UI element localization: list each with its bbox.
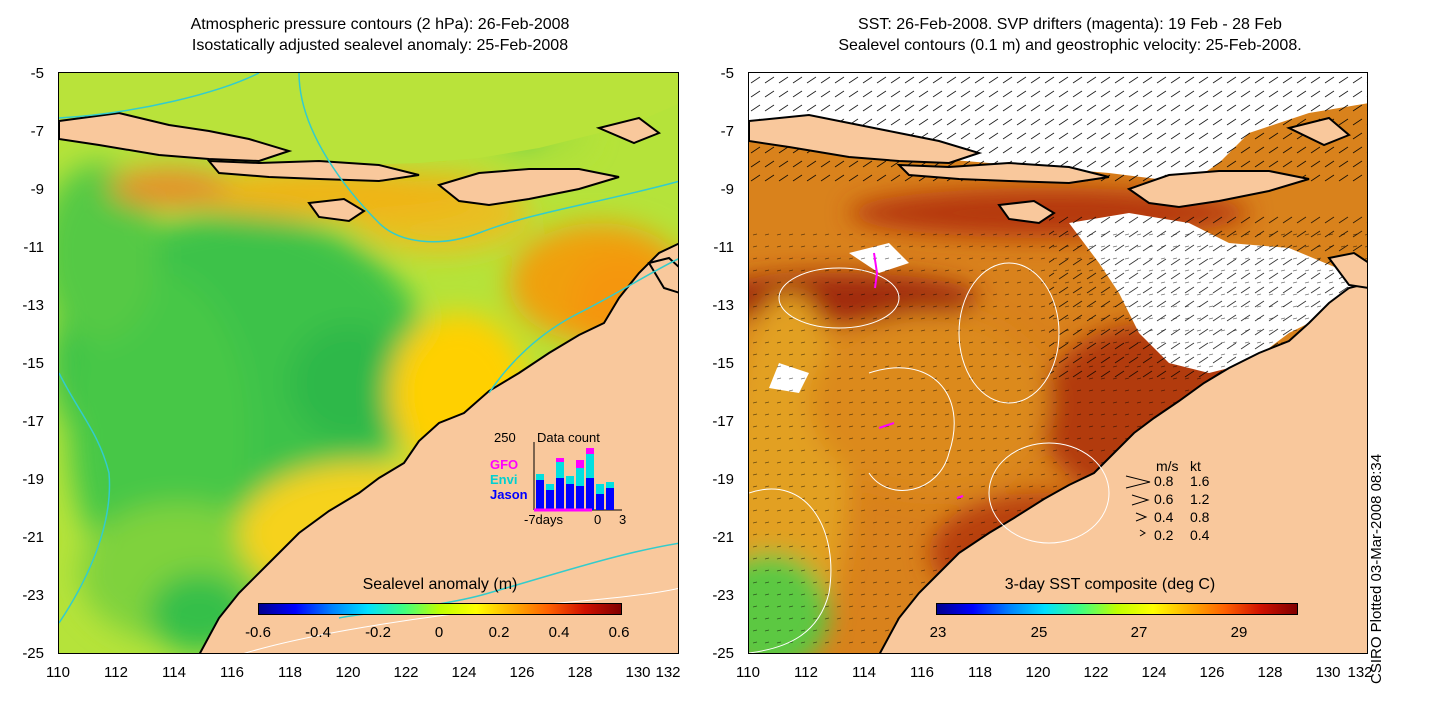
sst-map-svg <box>749 73 1367 653</box>
right-xtick: 120 <box>1025 664 1051 681</box>
sst-colorbar-label: 27 <box>1130 624 1148 641</box>
velocity-legend-ms: 0.4 <box>1154 509 1174 525</box>
right-ytick: -17 <box>712 413 734 430</box>
sst-colorbar-label: 23 <box>929 624 947 641</box>
right-ytick: -11 <box>713 239 734 256</box>
inset-xlabel-zero: 0 <box>594 512 602 527</box>
sealevel-anomaly-map <box>58 72 679 654</box>
left-title-line2: Isostatically adjusted sealevel anomaly:… <box>191 37 569 54</box>
right-xtick: 126 <box>1199 664 1225 681</box>
left-ytick: -15 <box>22 355 44 372</box>
mission-jason: Jason <box>490 487 528 502</box>
right-panel-title: SST: 26-Feb-2008. SVP drifters (magenta)… <box>720 14 1420 56</box>
left-ytick: -17 <box>22 413 44 430</box>
velocity-legend-kt: 0.8 <box>1190 509 1210 525</box>
sst-colorbar-gradient <box>936 603 1298 615</box>
left-xtick: 110 <box>46 664 70 681</box>
left-xtick: 130 <box>625 664 651 681</box>
right-xtick: 114 <box>852 664 876 681</box>
right-ytick: -9 <box>720 181 734 198</box>
right-xtick: 110 <box>736 664 760 681</box>
left-ytick: -23 <box>22 587 44 604</box>
right-xtick: 128 <box>1257 664 1283 681</box>
velocity-legend-ms: 0.8 <box>1154 473 1174 489</box>
sst-map <box>748 72 1368 654</box>
right-xtick: 132 <box>1347 664 1373 681</box>
right-title-line1: SST: 26-Feb-2008. SVP drifters (magenta)… <box>858 16 1282 33</box>
velocity-legend-kt: 0.4 <box>1190 527 1210 543</box>
left-ytick: -25 <box>22 645 44 662</box>
left-xtick: 120 <box>335 664 361 681</box>
plot-credit: CSIRO Plotted 03-Mar-2008 08:34 <box>1368 453 1385 684</box>
right-ytick: -23 <box>712 587 734 604</box>
right-xtick: 122 <box>1083 664 1109 681</box>
velocity-legend-kt: 1.2 <box>1190 491 1210 507</box>
left-xtick: 112 <box>104 664 128 681</box>
inset-xlabel-end: 3 <box>619 512 627 527</box>
sealevel-colorbar-title: Sealevel anomaly (m) <box>362 576 518 593</box>
inset-title: Data count <box>537 430 600 445</box>
sealevel-colorbar-label: 0.4 <box>548 624 570 641</box>
left-xtick: 132 <box>655 664 681 681</box>
mission-envi: Envi <box>490 472 518 487</box>
inset-xlabel-start: -7days <box>524 512 564 527</box>
sst-colorbar-label: 29 <box>1230 624 1248 641</box>
left-xtick: 118 <box>278 664 302 681</box>
right-ytick: -25 <box>712 645 734 662</box>
right-xtick: 112 <box>794 664 818 681</box>
right-ytick: -21 <box>712 529 734 546</box>
left-xtick: 124 <box>451 664 477 681</box>
inset-ymax: 250 <box>494 430 516 445</box>
right-xtick: 130 <box>1315 664 1341 681</box>
velocity-legend-kt: 1.6 <box>1190 473 1210 489</box>
right-title-line2: Sealevel contours (0.1 m) and geostrophi… <box>838 37 1302 54</box>
sst-colorbar-label: 25 <box>1030 624 1048 641</box>
left-panel-title: Atmospheric pressure contours (2 hPa): 2… <box>40 14 720 56</box>
velocity-legend-ms-header: m/s <box>1156 458 1179 474</box>
velocity-legend-kt-header: kt <box>1190 458 1201 474</box>
right-ytick: -13 <box>712 297 734 314</box>
sst-colorbar-title: 3-day SST composite (deg C) <box>1004 576 1216 593</box>
left-ytick: -7 <box>30 123 44 140</box>
sealevel-colorbar-label: -0.2 <box>365 624 391 641</box>
sealevel-map-svg <box>59 73 678 653</box>
left-title-line1: Atmospheric pressure contours (2 hPa): 2… <box>190 16 570 33</box>
left-ytick: -9 <box>30 181 44 198</box>
velocity-legend-ms: 0.6 <box>1154 491 1174 507</box>
left-xtick: 126 <box>509 664 535 681</box>
left-ytick: -19 <box>22 471 44 488</box>
left-ytick: -5 <box>30 65 44 82</box>
velocity-legend-arrows <box>1125 475 1151 537</box>
sealevel-colorbar-gradient <box>258 603 622 615</box>
right-xtick: 118 <box>968 664 992 681</box>
right-xtick: 124 <box>1141 664 1167 681</box>
left-xtick: 114 <box>162 664 186 681</box>
left-ytick: -21 <box>22 529 44 546</box>
left-xtick: 128 <box>567 664 593 681</box>
sealevel-colorbar-label: -0.6 <box>245 624 271 641</box>
sealevel-colorbar-label: 0.6 <box>608 624 630 641</box>
velocity-legend-ms: 0.2 <box>1154 527 1174 543</box>
left-ytick: -11 <box>23 239 44 256</box>
sealevel-colorbar-label: 0 <box>434 624 444 641</box>
mission-gfo: GFO <box>490 457 519 472</box>
left-xtick: 122 <box>393 664 419 681</box>
left-ytick: -13 <box>22 297 44 314</box>
right-ytick: -19 <box>712 471 734 488</box>
data-count-histogram <box>533 442 622 512</box>
right-ytick: -15 <box>712 355 734 372</box>
right-ytick: -7 <box>720 123 734 140</box>
right-xtick: 116 <box>910 664 934 681</box>
sealevel-colorbar-label: -0.4 <box>305 624 331 641</box>
right-ytick: -5 <box>720 65 734 82</box>
left-xtick: 116 <box>220 664 244 681</box>
sealevel-colorbar-label: 0.2 <box>488 624 510 641</box>
